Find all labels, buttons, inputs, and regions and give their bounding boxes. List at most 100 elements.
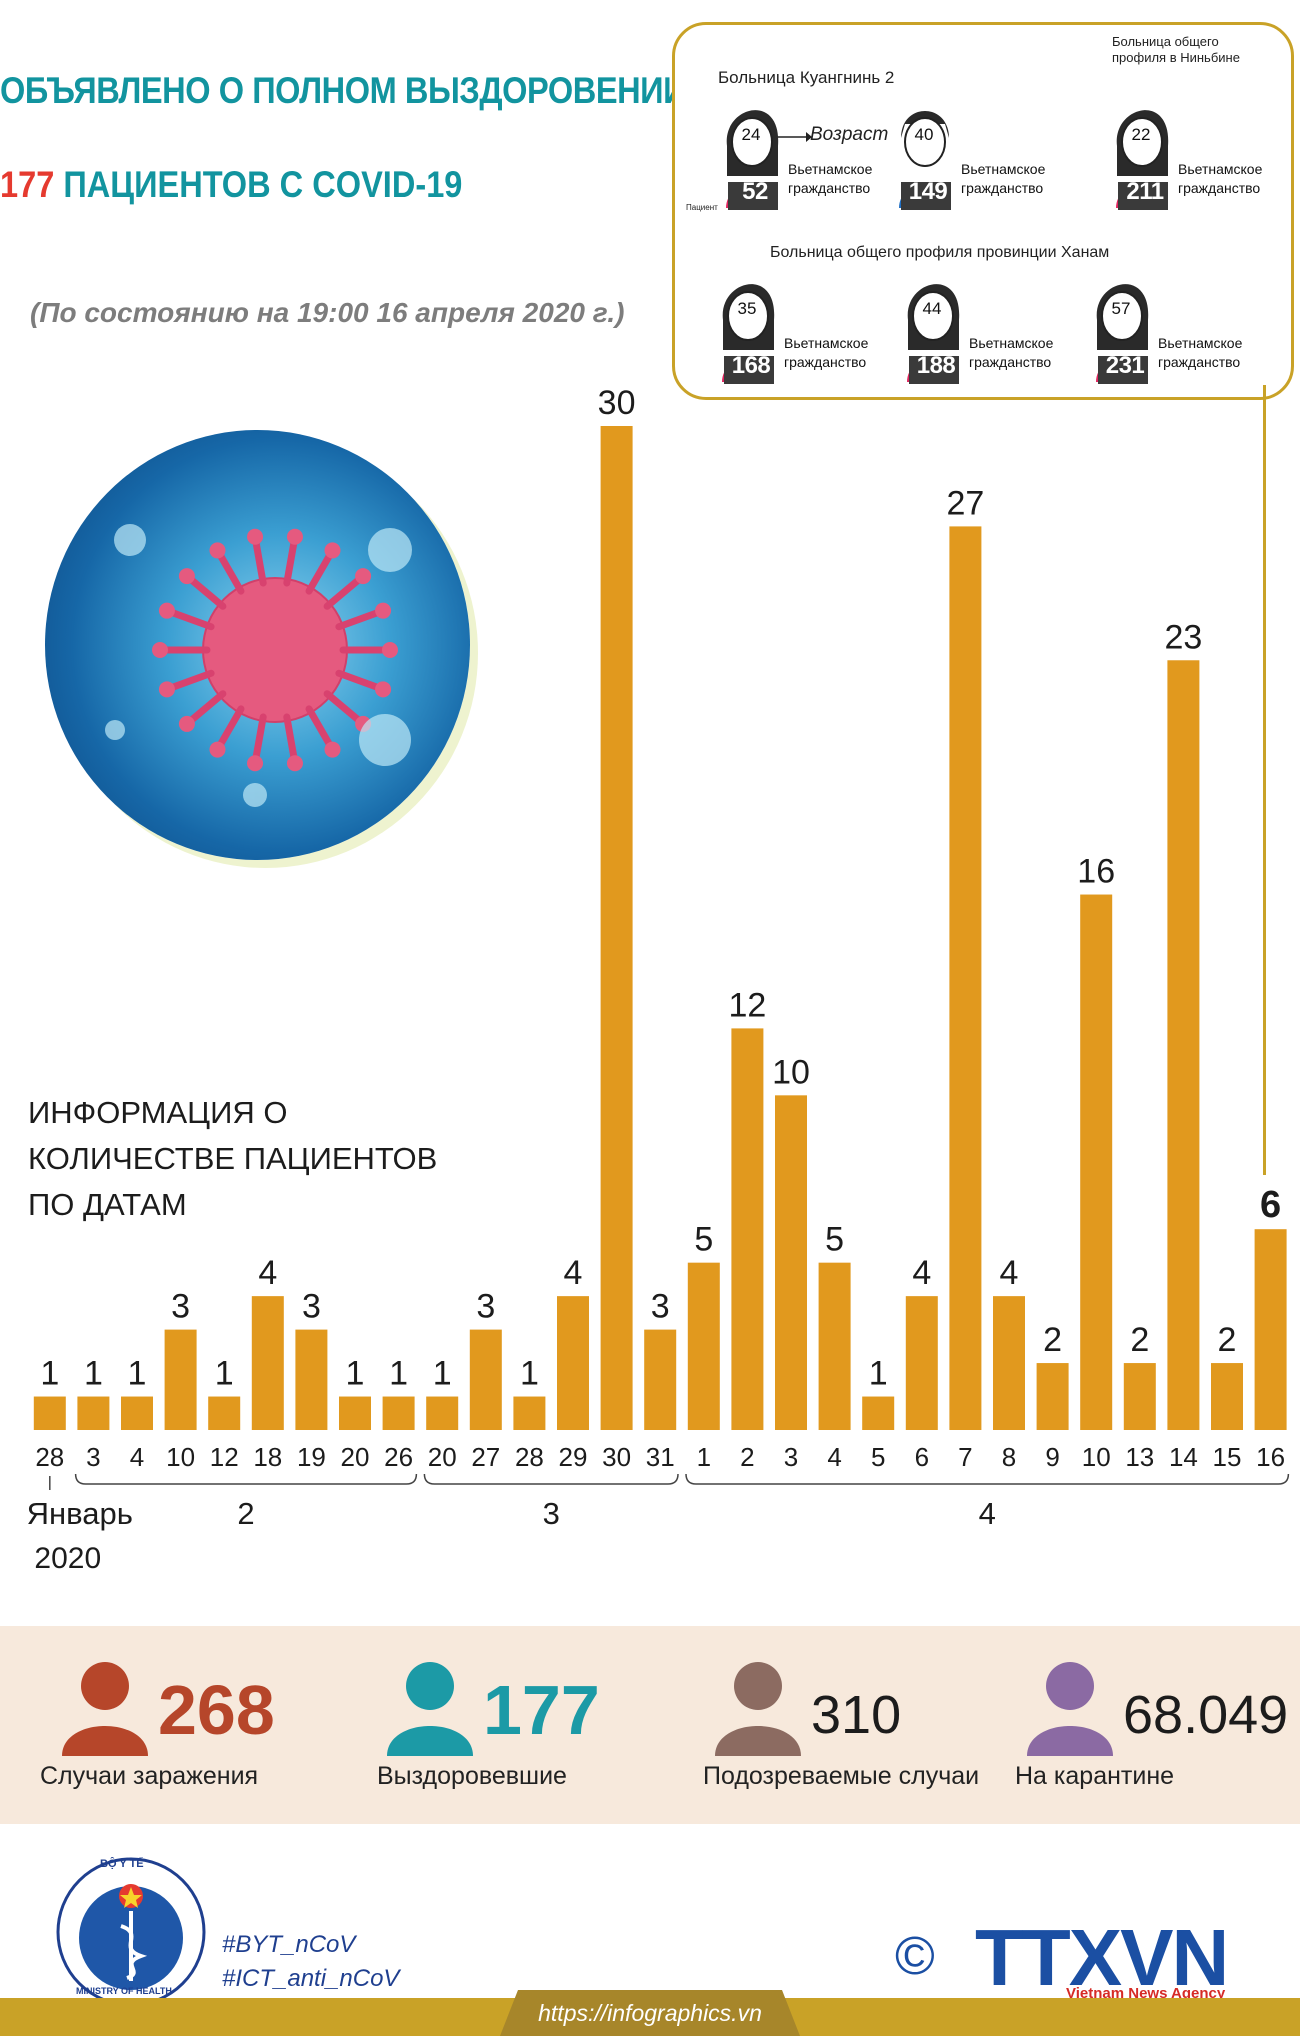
x-tick-label: 13 (1125, 1442, 1154, 1472)
x-tick-label: 6 (915, 1442, 929, 1472)
month-bracket (74, 1473, 418, 1485)
virus-illustration (45, 430, 470, 860)
bar (469, 1329, 502, 1430)
x-tick-label: 30 (602, 1442, 631, 1472)
patient-card: 22 211 Вьетнамское гражданство (1112, 96, 1292, 216)
patient-age: 57 (1111, 299, 1131, 318)
bar-value-label: 1 (346, 1355, 365, 1393)
ministry-logo-top-text: BỘ Y TẾ (100, 1858, 144, 1870)
age-legend: Возраст (810, 124, 889, 145)
x-tick-label: 3 (784, 1442, 798, 1472)
bar-value-label: 1 (869, 1355, 888, 1393)
bar (121, 1396, 153, 1430)
x-tick-label: 2 (740, 1442, 754, 1472)
bar (862, 1396, 895, 1430)
ttxvn-logo: TTXVN (975, 1913, 1229, 2002)
bar (164, 1329, 197, 1430)
coronavirus-icon (105, 524, 412, 807)
bar (77, 1396, 110, 1430)
page-title-line2: 177 ПАЦИЕНТОВ С COVID-19 (0, 164, 462, 206)
bar-value-label: 3 (171, 1288, 190, 1326)
person-icon (387, 1662, 473, 1756)
person-icon (1027, 1662, 1113, 1756)
stat-label: Выздоровевшие (377, 1762, 567, 1790)
bar (557, 1296, 589, 1430)
bar-value-label: 5 (825, 1221, 844, 1259)
bar (382, 1396, 415, 1430)
title-rest: ПАЦИЕНТОВ С COVID-19 (54, 164, 463, 205)
patient-card: 57 231 Вьетнамское гражданство (1092, 270, 1272, 390)
x-tick-label: 19 (297, 1442, 326, 1472)
chart-heading-line1: ИНФОРМАЦИЯ О (28, 1095, 288, 1130)
bar-value-label: 1 (128, 1355, 147, 1393)
hospital-quang-ninh-label: Больница Куангнинь 2 (718, 68, 895, 87)
stat-value: 310 (811, 1685, 902, 1745)
ministry-logo-bottom-text: MINISTRY OF HEALTH (76, 1986, 172, 1996)
bar-value-label: 4 (258, 1254, 277, 1292)
stat-label: На карантине (1015, 1762, 1175, 1790)
bar-value-label: 4 (912, 1254, 931, 1292)
bar (513, 1396, 546, 1430)
patient-age: 24 (741, 125, 761, 144)
hashtag-ict[interactable]: #ICT_anti_nCoV (222, 1965, 400, 1992)
bar (687, 1262, 720, 1430)
stats-band (0, 1626, 1300, 1824)
bar-value-label: 16 (1077, 853, 1115, 891)
bar-value-label: 1 (433, 1355, 452, 1393)
patient-card: 44 188 Вьетнамское гражданство (903, 270, 1083, 390)
bar-value-label: 30 (598, 384, 636, 422)
bar (295, 1329, 328, 1430)
patient-nationality: Вьетнамское гражданство (784, 335, 869, 370)
hospital-ha-nam-label: Больница общего профиля провинции Ханам (770, 244, 1110, 261)
hashtag-byt[interactable]: #BYT_nCoV (222, 1931, 356, 1958)
bar (251, 1296, 284, 1430)
bar (1211, 1363, 1243, 1430)
patient-age: 35 (737, 299, 757, 318)
bar-value-label: 3 (476, 1288, 495, 1326)
patient-nationality: Вьетнамское гражданство (961, 161, 1046, 196)
patient-id: 168 (731, 352, 771, 379)
x-tick-label: 16 (1256, 1442, 1285, 1472)
bar (818, 1262, 851, 1430)
bar (775, 1095, 807, 1430)
bar-value-label: 1 (389, 1355, 408, 1393)
bar (1123, 1363, 1156, 1430)
x-tick-label: 10 (1082, 1442, 1111, 1472)
x-tick-label: 3 (86, 1442, 100, 1472)
x-tick-label: 12 (210, 1442, 239, 1472)
hospital-ninh-binh-label: Больница общего профиля в Ниньбине (1112, 34, 1240, 65)
x-tick-label: 18 (253, 1442, 282, 1472)
person-icon (715, 1662, 801, 1756)
bar-value-label: 1 (40, 1355, 59, 1393)
x-tick-label: 14 (1169, 1442, 1198, 1472)
patient-nationality: Вьетнамское гражданство (1158, 335, 1243, 370)
bar (905, 1296, 938, 1430)
bar (426, 1396, 459, 1430)
bar-value-label: 3 (651, 1288, 670, 1326)
bar-value-label: 2 (1218, 1321, 1237, 1359)
patient-legend: Пациент (686, 203, 718, 212)
bar (644, 1329, 677, 1430)
bar-value-label: 1 (84, 1355, 103, 1393)
x-tick-label: 29 (559, 1442, 588, 1472)
vietnam-news-agency-label: Vietnam News Agency (1066, 1985, 1226, 2002)
x-tick-label: 4 (130, 1442, 144, 1472)
month-label: Январь (27, 1496, 133, 1531)
hashtags: #BYT_nCoV #ICT_anti_nCoV (222, 1928, 399, 1996)
x-tick-label: 28 (35, 1442, 64, 1472)
x-tick-label: 15 (1213, 1442, 1242, 1472)
patient-card: 40 149 Вьетнамское гражданство (895, 96, 1075, 216)
bar (993, 1296, 1025, 1430)
patient-nationality: Вьетнамское гражданство (969, 335, 1054, 370)
stat-card: 177 Выздоровевшие (377, 1660, 600, 1790)
bar-value-label: 1 (520, 1355, 539, 1393)
infographics-url-link[interactable]: https://infographics.vn (500, 1990, 800, 2036)
bar (600, 426, 633, 1430)
month-label: 3 (543, 1496, 560, 1531)
bar-value-label: 4 (564, 1254, 583, 1292)
patient-id: 211 (1126, 178, 1164, 205)
x-tick-label: 9 (1045, 1442, 1059, 1472)
stat-value: 68.049 (1123, 1685, 1289, 1745)
x-tick-label: 28 (515, 1442, 544, 1472)
stat-label: Случаи заражения (40, 1762, 259, 1790)
